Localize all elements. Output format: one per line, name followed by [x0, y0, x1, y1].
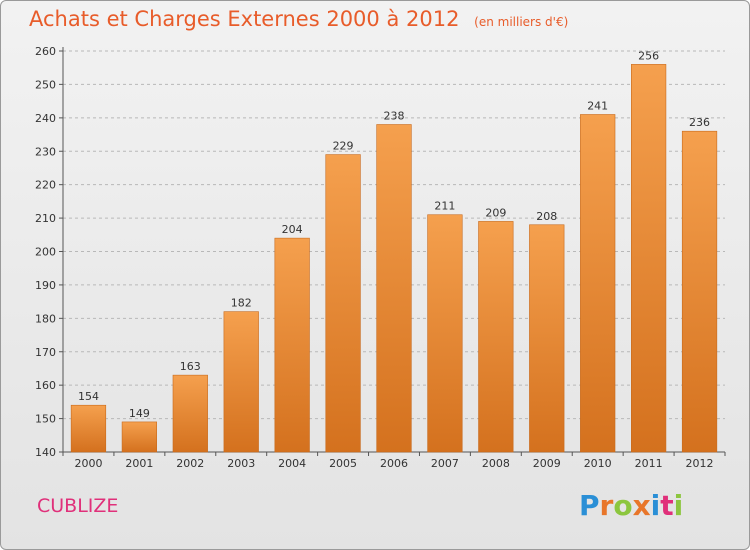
value-label-2002: 163 [180, 360, 201, 373]
bar-2000 [70, 404, 107, 453]
bar-2004 [274, 237, 310, 453]
bar-2010 [580, 114, 616, 453]
value-label-2007: 211 [434, 200, 455, 213]
value-label-2008: 209 [485, 206, 506, 219]
value-label-2005: 229 [333, 140, 354, 153]
y-tick-label: 220 [35, 179, 56, 192]
bars [70, 64, 718, 453]
x-tick-label-2006: 2006 [380, 457, 408, 470]
logo-letter: o [613, 489, 633, 522]
value-label-2009: 208 [536, 210, 557, 223]
bar-2007 [427, 214, 463, 453]
y-tick-label: 230 [35, 145, 56, 158]
y-tick-label: 260 [35, 45, 56, 58]
chart-title-text: Achats et Charges Externes 2000 à 2012 [29, 7, 460, 31]
bar-2011 [631, 64, 667, 453]
x-tick-label-2009: 2009 [533, 457, 561, 470]
x-tick-label-2008: 2008 [482, 457, 510, 470]
value-label-2000: 154 [78, 390, 99, 403]
x-tick-label-2004: 2004 [278, 457, 306, 470]
x-tick-label-2012: 2012 [686, 457, 714, 470]
value-label-2010: 241 [587, 99, 608, 112]
bar-2009 [529, 224, 565, 453]
logo-letter: x [632, 489, 651, 522]
y-tick-label: 250 [35, 78, 56, 91]
x-tick-label-2011: 2011 [635, 457, 663, 470]
value-labels: 154 149 163 182 204 229 238 211 209 208 241 256 236 [78, 49, 710, 420]
value-label-2004: 204 [282, 223, 303, 236]
x-axis: 2000 2001 2002 2003 2004 2005 2006 2007 2008 2009… [62, 452, 726, 470]
value-label-2012: 236 [689, 116, 710, 129]
bar-2006 [376, 124, 412, 453]
x-tick-label-2003: 2003 [227, 457, 255, 470]
y-tick-label: 200 [35, 246, 56, 259]
x-tick-label-2000: 2000 [74, 457, 102, 470]
logo-letter: t [660, 489, 674, 522]
value-label-2011: 256 [638, 49, 659, 62]
y-tick-label: 170 [35, 346, 56, 359]
y-tick-label: 150 [35, 413, 56, 426]
commune-name: CUBLIZE [37, 495, 119, 517]
bar-2001 [121, 421, 157, 453]
chart-subtitle: (en milliers d'€) [474, 15, 569, 29]
value-label-2003: 182 [231, 297, 252, 310]
x-tick-label-2002: 2002 [176, 457, 204, 470]
y-tick-label: 190 [35, 279, 56, 292]
x-tick-label-2005: 2005 [329, 457, 357, 470]
chart-title: Achats et Charges Externes 2000 à 2012 (… [29, 7, 568, 31]
y-tick-label: 140 [35, 446, 56, 459]
bar-2008 [478, 221, 514, 453]
value-label-2006: 238 [384, 110, 405, 123]
x-tick-label-2007: 2007 [431, 457, 459, 470]
y-tick-label: 160 [35, 379, 56, 392]
logo-letter: i [673, 489, 684, 522]
x-tick-label-2001: 2001 [125, 457, 153, 470]
x-tick-label-2010: 2010 [584, 457, 612, 470]
bar-2012 [681, 130, 718, 453]
value-label-2001: 149 [129, 407, 150, 420]
bar-2005 [325, 154, 361, 453]
y-tick-label: 210 [35, 212, 56, 225]
y-tick-label: 180 [35, 312, 56, 325]
logo-letter: P [579, 489, 600, 522]
proxiti-logo: Proxiti [579, 489, 683, 522]
bar-2002 [172, 374, 208, 453]
y-tick-label: 240 [35, 112, 56, 125]
bar-2003 [223, 311, 259, 453]
logo-letter: r [599, 489, 614, 522]
logo-letter: i [650, 489, 661, 522]
